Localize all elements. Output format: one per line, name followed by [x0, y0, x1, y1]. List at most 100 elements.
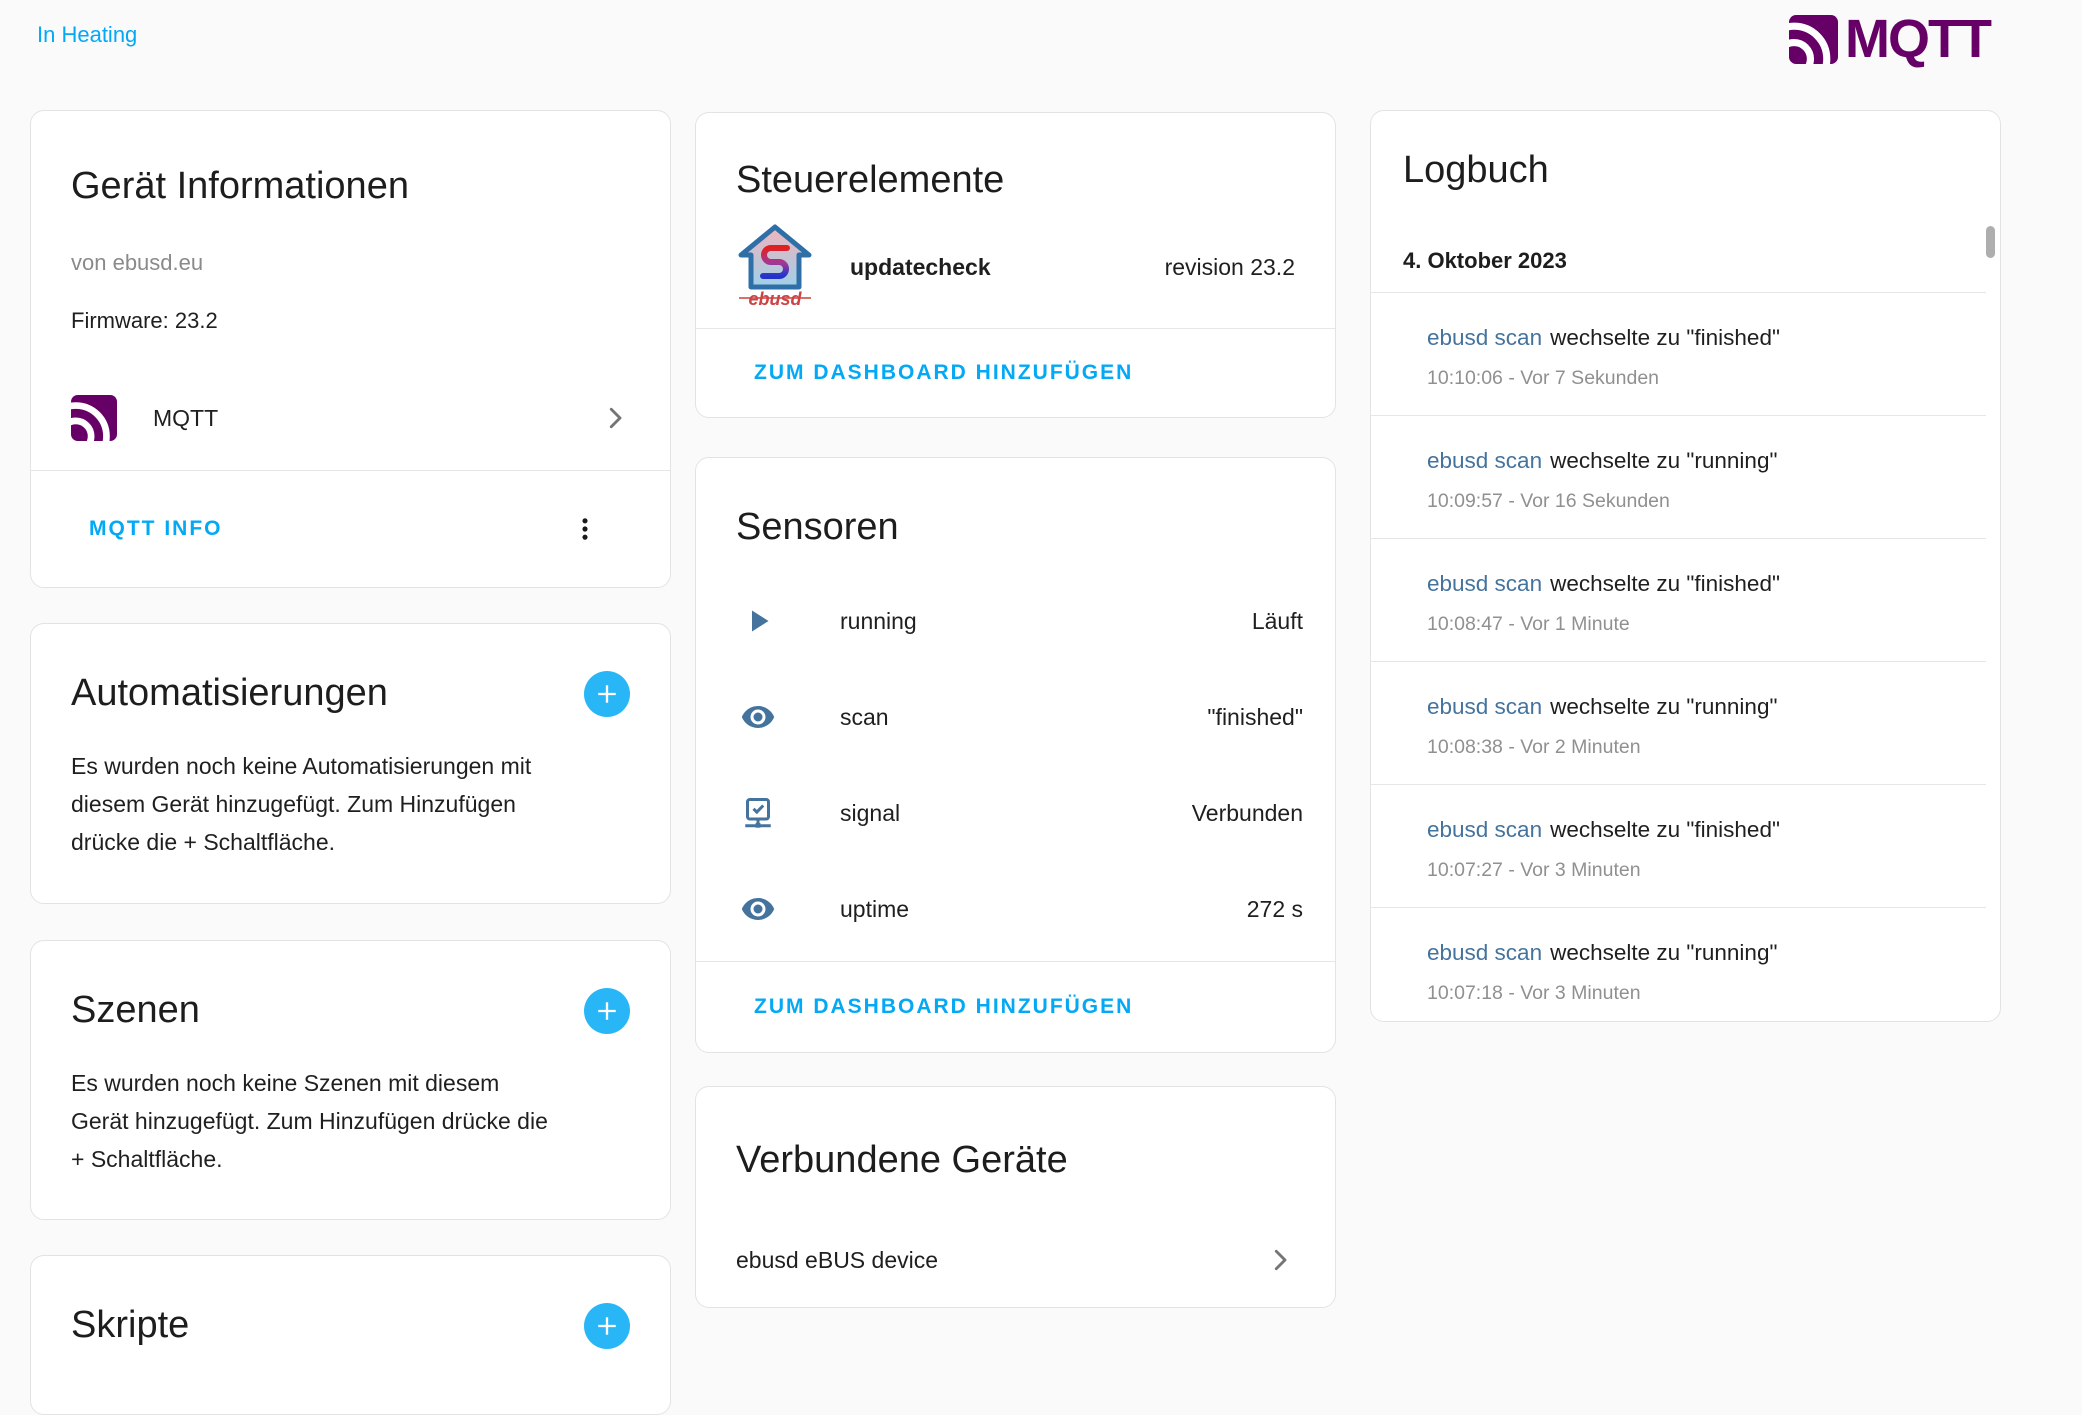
chevron-right-icon [609, 407, 622, 429]
controls-title: Steuerelemente [736, 159, 1005, 201]
sensor-value: 272 s [1246, 895, 1303, 922]
sensor-value: Verbunden [1191, 799, 1303, 826]
logbook-entry: ebusd scan wechselte zu "running" 10:07:1… [1371, 908, 1986, 1021]
logbook-list: ebusd scan wechselte zu "finished" 10:10:… [1371, 293, 1986, 1021]
logbook-entry-line: ebusd scan wechselte zu "finished" [1427, 323, 1962, 353]
logbook-entry: ebusd scan wechselte zu "running" 10:08:3… [1371, 662, 1986, 785]
automations-title: Automatisierungen [71, 672, 388, 714]
left-column: Gerät Informationen von ebusd.eu Firmwar… [30, 110, 671, 1415]
automations-card: Automatisierungen Es wurden noch keine A… [30, 623, 671, 904]
breadcrumb-back-link[interactable]: In Heating [37, 22, 138, 47]
logbook-message: wechselte zu "running" [1550, 448, 1778, 473]
logbook-entity-link[interactable]: ebusd scan [1427, 325, 1543, 350]
scenes-title: Szenen [71, 989, 200, 1031]
sensor-list: running Läuft scan "finished" signal Ver… [696, 573, 1335, 957]
sensors-card: Sensoren running Läuft scan "finished" s… [695, 457, 1336, 1053]
plus-icon [598, 1316, 616, 1335]
sensor-name: uptime [840, 895, 910, 922]
scripts-title: Skripte [71, 1304, 190, 1346]
sensor-value: "finished" [1207, 703, 1303, 730]
sensors-title: Sensoren [736, 506, 899, 548]
divider [31, 470, 670, 471]
logbook-message: wechselte zu "running" [1550, 940, 1778, 965]
network-check-icon [740, 795, 776, 831]
logbook-entry-line: ebusd scan wechselte zu "running" [1427, 692, 1962, 722]
plus-icon [598, 684, 616, 703]
sensor-value: Läuft [1251, 607, 1303, 634]
sensor-row[interactable]: signal Verbunden [696, 765, 1335, 861]
ebusd-logo-icon: ebusd [738, 224, 812, 309]
logbook-entity-link[interactable]: ebusd scan [1427, 571, 1543, 596]
middle-column: Steuerelemente ebusd updatecheck revisio… [695, 112, 1336, 1308]
logbook-message: wechselte zu "finished" [1550, 571, 1780, 596]
sensor-name: running [840, 607, 917, 634]
logbook-message: wechselte zu "finished" [1550, 817, 1780, 842]
device-info-title: Gerät Informationen [71, 165, 409, 207]
mqtt-logo: MQTT [1789, 8, 1992, 70]
logbook-title: Logbuch [1403, 149, 1549, 191]
update-entity-row[interactable]: ebusd updatecheck revision 23.2 [696, 224, 1335, 310]
logbook-entry-line: ebusd scan wechselte zu "finished" [1427, 569, 1962, 599]
add-scene-button[interactable] [584, 987, 630, 1034]
control-entity-value: revision 23.2 [1164, 253, 1295, 280]
logbook-timestamp: 10:10:06 - Vor 7 Sekunden [1427, 367, 1660, 389]
connected-devices-card: Verbundene Geräte ebusd eBUS device [695, 1086, 1336, 1308]
logbook-timestamp: 10:09:57 - Vor 16 Sekunden [1427, 490, 1670, 512]
sensor-row[interactable]: running Läuft [696, 573, 1335, 669]
more-options-button[interactable] [570, 507, 600, 551]
logbook-entity-link[interactable]: ebusd scan [1427, 940, 1543, 965]
device-manufacturer: von ebusd.eu [71, 250, 204, 275]
chevron-right-icon [1274, 1249, 1287, 1271]
right-column: Logbuch 4. Oktober 2023 ebusd scan wechse… [1370, 110, 2001, 1022]
logbook-timestamp: 10:08:47 - Vor 1 Minute [1427, 613, 1630, 635]
mqtt-signal-icon [71, 395, 117, 441]
sensor-row[interactable]: uptime 272 s [696, 861, 1335, 957]
logbook-entry: ebusd scan wechselte zu "running" 10:09:5… [1371, 416, 1986, 539]
divider [696, 961, 1335, 962]
automations-empty-text-inner: Es wurden noch keine Automatisierungen m… [71, 753, 532, 855]
scenes-empty-text: Es wurden noch keine Szenen mit diesem G… [31, 1064, 596, 1178]
logbook-scrollbar-thumb[interactable] [1986, 226, 1995, 258]
logbook-message: wechselte zu "finished" [1550, 325, 1780, 350]
logbook-card: Logbuch 4. Oktober 2023 ebusd scan wechse… [1370, 110, 2001, 1022]
connected-devices-title: Verbundene Geräte [736, 1139, 1068, 1181]
kebab-menu-icon [582, 518, 588, 540]
device-info-card: Gerät Informationen von ebusd.eu Firmwar… [30, 110, 671, 588]
integration-row-mqtt[interactable]: MQTT [31, 386, 670, 450]
logbook-entry-line: ebusd scan wechselte zu "running" [1427, 446, 1962, 476]
control-entity-name: updatecheck [850, 253, 991, 280]
logbook-message: wechselte zu "running" [1550, 694, 1778, 719]
sensor-row[interactable]: scan "finished" [696, 669, 1335, 765]
integration-name: MQTT [153, 404, 219, 431]
logbook-entry: ebusd scan wechselte zu "finished" 10:08:… [1371, 539, 1986, 662]
eye-icon [740, 699, 776, 735]
logbook-entity-link[interactable]: ebusd scan [1427, 817, 1543, 842]
sensor-name: scan [840, 703, 889, 730]
logbook-entry: ebusd scan wechselte zu "finished" 10:10:… [1371, 293, 1986, 416]
device-firmware: Firmware: 23.2 [71, 308, 218, 333]
sensor-name: signal [840, 799, 901, 826]
mqtt-info-button[interactable]: MQTT INFO [89, 517, 223, 540]
plus-icon [598, 1001, 616, 1020]
add-script-button[interactable] [584, 1302, 630, 1349]
logbook-entry-line: ebusd scan wechselte zu "running" [1427, 938, 1962, 968]
play-icon [740, 603, 776, 639]
logbook-entry: ebusd scan wechselte zu "finished" 10:07:… [1371, 785, 1986, 908]
add-automation-button[interactable] [584, 670, 630, 717]
add-to-dashboard-button[interactable]: ZUM DASHBOARD HINZUFÜGEN [754, 361, 1134, 384]
scripts-card: Skripte [30, 1255, 671, 1415]
controls-card: Steuerelemente ebusd updatecheck revisio… [695, 112, 1336, 418]
mqtt-signal-icon [1789, 14, 1839, 64]
add-to-dashboard-button[interactable]: ZUM DASHBOARD HINZUFÜGEN [754, 995, 1134, 1018]
logbook-timestamp: 10:07:27 - Vor 3 Minuten [1427, 859, 1641, 881]
connected-device-row[interactable]: ebusd eBUS device [696, 1232, 1335, 1288]
svg-text:ebusd: ebusd [748, 289, 802, 309]
eye-icon [740, 891, 776, 927]
scenes-card: Szenen Es wurden noch keine Szenen mit d… [30, 940, 671, 1220]
logbook-entity-link[interactable]: ebusd scan [1427, 448, 1543, 473]
logbook-entry-line: ebusd scan wechselte zu "finished" [1427, 815, 1962, 845]
logbook-entity-link[interactable]: ebusd scan [1427, 694, 1543, 719]
mqtt-logo-wordmark: MQTT [1845, 9, 1992, 69]
scenes-empty-text-inner: Es wurden noch keine Szenen mit diesem G… [71, 1070, 548, 1172]
divider [696, 328, 1335, 329]
